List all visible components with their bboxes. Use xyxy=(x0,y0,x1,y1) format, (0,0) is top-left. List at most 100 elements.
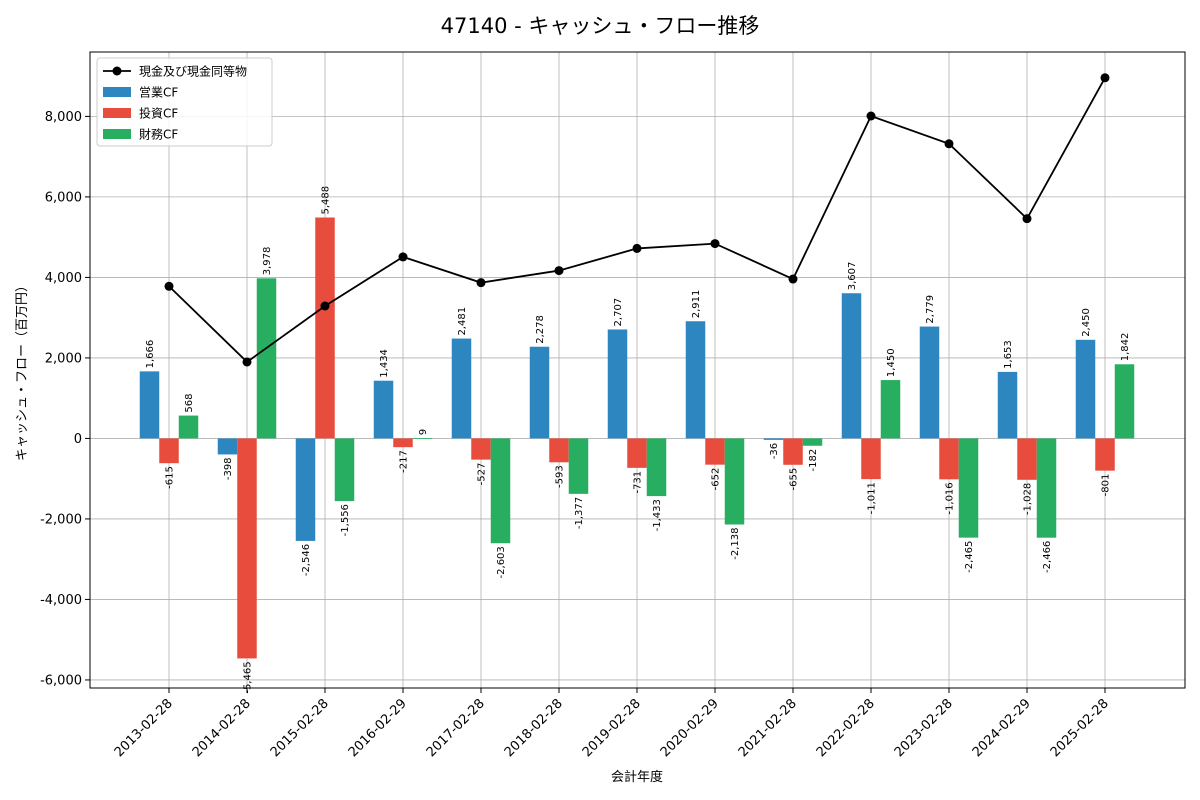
x-axis-label: 会計年度 xyxy=(611,769,663,785)
bar xyxy=(919,326,940,439)
x-tick-label: 2018-02-28 xyxy=(502,696,566,760)
legend-box xyxy=(96,57,273,147)
bar-data-label: -1,433 xyxy=(652,499,663,531)
x-tick-label: 2016-02-29 xyxy=(346,696,410,760)
bar xyxy=(490,438,511,544)
bar-data-label: -1,011 xyxy=(867,482,878,514)
bar xyxy=(1114,364,1135,439)
bar xyxy=(315,217,335,439)
bar-data-label: -1,028 xyxy=(1023,483,1034,515)
bar xyxy=(607,329,628,439)
bar xyxy=(549,438,569,463)
bar xyxy=(139,371,160,439)
legend-marker xyxy=(112,66,122,76)
bar xyxy=(763,438,784,440)
cash-point xyxy=(242,357,252,367)
bar-data-label: 1,450 xyxy=(886,348,897,377)
cash-point xyxy=(320,301,330,311)
bar-data-label: -652 xyxy=(711,468,722,491)
bar-data-label: 5,488 xyxy=(321,186,332,215)
y-tick-label: 2,000 xyxy=(45,351,82,366)
y-axis-label: キャッシュ・フロー（百万円） xyxy=(15,279,30,461)
bar-data-label: 3,978 xyxy=(262,247,273,276)
bar xyxy=(1017,438,1037,480)
bar-data-label: 1,653 xyxy=(1003,340,1014,369)
x-tick-label: 2022-02-28 xyxy=(814,696,878,760)
bar xyxy=(295,438,316,541)
bar-data-label: 2,779 xyxy=(925,295,936,324)
bar xyxy=(861,438,881,480)
bar xyxy=(1075,339,1096,439)
bar xyxy=(334,438,355,502)
cash-point xyxy=(788,274,798,284)
bar-data-label: -2,466 xyxy=(1042,541,1053,573)
bar-data-label: -1,556 xyxy=(340,504,351,536)
bar xyxy=(1036,438,1057,538)
data-label-layer: 1,666 -398 -2,546 1,434 2,481 2,278 2,707 2,911… xyxy=(145,186,1131,694)
bar xyxy=(159,438,179,464)
y-tick-label: -6,000 xyxy=(40,673,82,688)
cash-point xyxy=(164,281,174,291)
bar xyxy=(217,438,238,455)
y-tick-label: 6,000 xyxy=(45,190,82,205)
chart-title: 47140 - キャッシュ・フロー推移 xyxy=(441,14,760,38)
cash-point xyxy=(476,278,486,288)
bar xyxy=(256,278,277,439)
bar xyxy=(471,438,491,460)
bar xyxy=(705,438,725,465)
bar-data-label: -2,603 xyxy=(496,546,507,578)
y-tick-label: -2,000 xyxy=(40,512,82,527)
bar xyxy=(841,293,862,439)
bar-data-label: -2,546 xyxy=(301,544,312,576)
x-tick-label: 2024-02-29 xyxy=(970,696,1034,760)
bar xyxy=(685,321,706,439)
bar xyxy=(958,438,979,538)
y-tick-label: 4,000 xyxy=(45,271,82,286)
bar xyxy=(237,438,257,659)
bar-data-label: -2,465 xyxy=(964,541,975,573)
bar-data-label: 2,481 xyxy=(457,307,468,336)
bar-data-label: -527 xyxy=(477,463,488,486)
bar-data-label: 2,450 xyxy=(1081,308,1092,337)
bar-data-label: 2,707 xyxy=(613,298,624,327)
legend-swatch xyxy=(103,87,131,97)
cash-point xyxy=(1022,214,1032,224)
bar-data-label: 1,842 xyxy=(1120,333,1131,362)
legend-label: 営業CF xyxy=(139,86,178,100)
bar-data-label: -2,138 xyxy=(730,527,741,559)
bar xyxy=(412,438,433,439)
bar-data-label: 1,666 xyxy=(145,340,156,369)
cash-point xyxy=(710,239,720,249)
bar xyxy=(568,438,589,494)
cash-line-layer xyxy=(164,73,1110,367)
bar-data-label: -5,465 xyxy=(243,661,254,693)
cash-point xyxy=(944,139,954,149)
bar-data-label: 1,434 xyxy=(379,349,390,378)
x-tick-label: 2025-02-28 xyxy=(1048,696,1112,760)
bar-data-label: -182 xyxy=(808,449,819,472)
legend-label: 財務CF xyxy=(139,127,178,142)
x-tick-label: 2015-02-28 xyxy=(268,696,332,760)
bar xyxy=(1095,438,1115,471)
bar-data-label: -217 xyxy=(399,450,410,473)
bar xyxy=(802,438,823,446)
x-tick-label: 2023-02-28 xyxy=(892,696,956,760)
bar xyxy=(627,438,647,468)
bar xyxy=(783,438,803,465)
legend-swatch xyxy=(103,129,131,139)
legend-label: 現金及び現金同等物 xyxy=(139,64,247,79)
bar-data-label: -1,377 xyxy=(574,497,585,529)
bar-data-label: 568 xyxy=(184,393,195,412)
x-tick-label: 2020-02-29 xyxy=(658,696,722,760)
bar-data-label: 3,607 xyxy=(847,262,858,291)
bar xyxy=(451,338,472,439)
cash-point xyxy=(632,243,642,253)
bar xyxy=(646,438,667,497)
bar xyxy=(393,438,413,448)
x-tick-label: 2017-02-28 xyxy=(424,696,488,760)
y-tick-label: 0 xyxy=(74,432,82,447)
x-tick-label: 2019-02-28 xyxy=(580,696,644,760)
cash-point xyxy=(1100,73,1110,83)
